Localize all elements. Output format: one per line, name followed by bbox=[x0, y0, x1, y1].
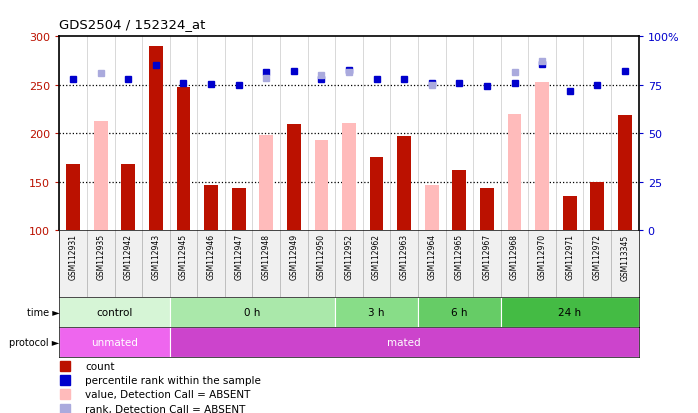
Bar bbox=[342, 124, 356, 230]
Bar bbox=[177, 88, 191, 230]
Text: GSM112964: GSM112964 bbox=[427, 234, 436, 280]
Text: percentile rank within the sample: percentile rank within the sample bbox=[85, 375, 261, 385]
Text: GSM112931: GSM112931 bbox=[68, 234, 77, 280]
Text: 0 h: 0 h bbox=[244, 307, 260, 317]
Text: 24 h: 24 h bbox=[558, 307, 581, 317]
Bar bbox=[480, 189, 493, 230]
Text: GSM112946: GSM112946 bbox=[207, 234, 216, 280]
Text: GSM112968: GSM112968 bbox=[510, 234, 519, 280]
Text: GSM112965: GSM112965 bbox=[455, 234, 464, 280]
Text: control: control bbox=[96, 307, 133, 317]
Bar bbox=[500, 297, 639, 327]
Text: mated: mated bbox=[387, 337, 421, 347]
Bar bbox=[170, 297, 335, 327]
Text: GSM112963: GSM112963 bbox=[400, 234, 408, 280]
Text: GSM112971: GSM112971 bbox=[565, 234, 574, 280]
Bar bbox=[452, 171, 466, 230]
Text: GSM112942: GSM112942 bbox=[124, 234, 133, 280]
Text: count: count bbox=[85, 361, 115, 371]
Text: GSM112962: GSM112962 bbox=[372, 234, 381, 280]
Bar bbox=[232, 189, 246, 230]
Bar bbox=[121, 165, 135, 230]
Bar bbox=[563, 197, 577, 230]
Bar bbox=[507, 114, 521, 230]
Text: GSM112935: GSM112935 bbox=[96, 234, 105, 280]
Text: unmated: unmated bbox=[91, 337, 138, 347]
Bar bbox=[397, 137, 411, 230]
Bar bbox=[59, 297, 170, 327]
Bar bbox=[535, 83, 549, 230]
Text: GDS2504 / 152324_at: GDS2504 / 152324_at bbox=[59, 18, 206, 31]
Text: GSM112970: GSM112970 bbox=[537, 234, 547, 280]
Bar bbox=[370, 158, 383, 230]
Bar bbox=[94, 121, 107, 230]
Text: 6 h: 6 h bbox=[451, 307, 468, 317]
Text: GSM112952: GSM112952 bbox=[345, 234, 353, 280]
Text: GSM112972: GSM112972 bbox=[593, 234, 602, 280]
Text: 3 h: 3 h bbox=[369, 307, 385, 317]
Bar bbox=[170, 327, 639, 357]
Text: time ►: time ► bbox=[27, 307, 59, 317]
Text: value, Detection Call = ABSENT: value, Detection Call = ABSENT bbox=[85, 389, 251, 399]
Bar bbox=[260, 136, 273, 230]
Text: GSM112943: GSM112943 bbox=[151, 234, 161, 280]
Text: GSM112949: GSM112949 bbox=[290, 234, 298, 280]
Text: GSM113345: GSM113345 bbox=[621, 234, 630, 280]
Text: GSM112948: GSM112948 bbox=[262, 234, 271, 280]
Text: GSM112967: GSM112967 bbox=[482, 234, 491, 280]
Bar bbox=[205, 186, 218, 230]
Bar bbox=[287, 125, 301, 230]
Text: GSM112950: GSM112950 bbox=[317, 234, 326, 280]
Bar bbox=[425, 186, 438, 230]
Text: rank, Detection Call = ABSENT: rank, Detection Call = ABSENT bbox=[85, 404, 246, 413]
Text: protocol ►: protocol ► bbox=[9, 337, 59, 347]
Bar bbox=[149, 47, 163, 230]
Bar bbox=[315, 140, 328, 230]
Bar bbox=[66, 165, 80, 230]
Bar bbox=[59, 327, 170, 357]
Bar bbox=[591, 182, 604, 230]
Text: GSM112945: GSM112945 bbox=[179, 234, 188, 280]
Bar bbox=[335, 297, 418, 327]
Bar bbox=[618, 116, 632, 230]
Bar bbox=[418, 297, 500, 327]
Text: GSM112947: GSM112947 bbox=[234, 234, 243, 280]
